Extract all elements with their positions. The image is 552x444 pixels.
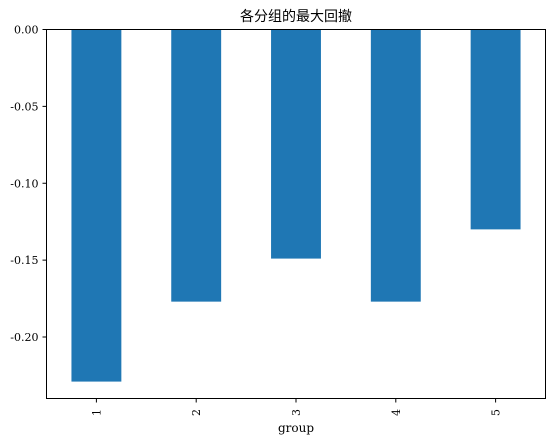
bar-group-4 bbox=[370, 29, 421, 302]
x-tick-label: 3 bbox=[290, 409, 303, 416]
bar-group-5 bbox=[470, 29, 521, 230]
chart-title: 各分组的最大回撤 bbox=[240, 9, 352, 25]
bar-group-2 bbox=[171, 29, 222, 302]
y-tick-label: -0.15 bbox=[10, 254, 38, 267]
plot-frame bbox=[46, 29, 546, 399]
y-axis: 0.00 -0.05 -0.10 -0.15 -0.20 bbox=[10, 24, 47, 344]
x-axis-label: group bbox=[278, 421, 314, 435]
bars-group bbox=[71, 29, 521, 382]
bar-group-3 bbox=[271, 29, 321, 259]
x-tick-label: 5 bbox=[490, 409, 503, 416]
y-tick-label: -0.20 bbox=[10, 331, 38, 344]
x-tick-label: 1 bbox=[90, 409, 103, 416]
y-tick-label: -0.05 bbox=[10, 100, 38, 113]
x-axis: 1 2 3 4 5 bbox=[90, 398, 503, 416]
x-tick-label: 2 bbox=[190, 409, 203, 416]
x-tick-label: 4 bbox=[390, 409, 403, 416]
bar-group-1 bbox=[71, 29, 122, 382]
y-tick-label: -0.10 bbox=[10, 177, 38, 190]
y-tick-label: 0.00 bbox=[14, 24, 39, 37]
